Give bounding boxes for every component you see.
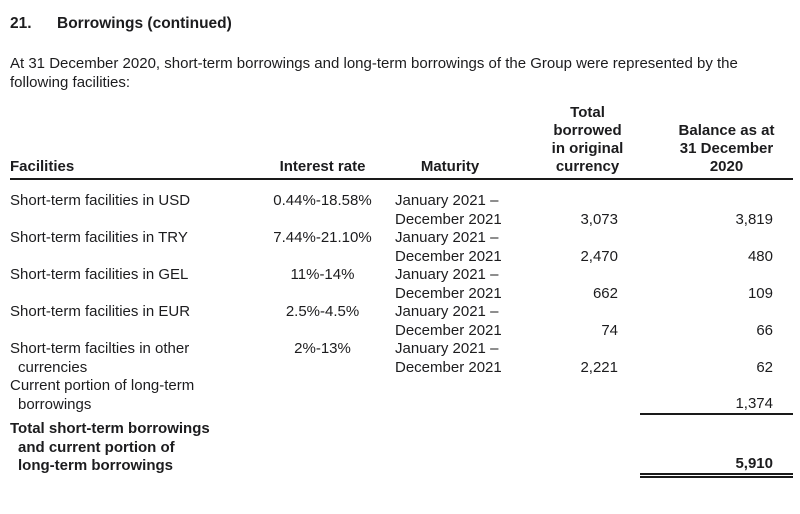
cell-empty bbox=[270, 414, 375, 476]
total-borrowed-value: 74 bbox=[601, 321, 618, 339]
total-label: Total short-term borrowings and current … bbox=[10, 420, 210, 474]
row-short-term-try: Short-term facilities in TRY 7.44%-21.10… bbox=[10, 229, 793, 266]
interest-rate: 11%-14% bbox=[290, 266, 355, 283]
facility-name: Short-term facilities in GEL bbox=[10, 266, 189, 283]
cell-empty bbox=[270, 377, 375, 414]
interest-rate: 2.5%-4.5% bbox=[285, 303, 360, 320]
row-current-portion-long-term: Current portion of long-term borrowings … bbox=[10, 377, 793, 415]
row-short-term-eur: Short-term facilities in EUR 2.5%-4.5% J… bbox=[10, 303, 793, 340]
facility-name: Short-term facilities in TRY bbox=[10, 229, 188, 246]
table-header-row: Facilities Interest rate Maturity Total … bbox=[10, 104, 793, 180]
col-header-facilities: Facilities bbox=[10, 104, 270, 180]
row-total: Total short-term borrowings and current … bbox=[10, 414, 793, 478]
section-heading: 21. Borrowings (continued) bbox=[10, 14, 793, 33]
interest-rate: 0.44%-18.58% bbox=[273, 192, 372, 209]
balance-value: 62 bbox=[756, 358, 773, 376]
row-short-term-other: Short-term facilties in other currencies… bbox=[10, 340, 793, 377]
balance-value: 1,374 bbox=[640, 377, 793, 415]
cell-empty bbox=[505, 414, 640, 476]
total-borrowed-value: 2,221 bbox=[580, 358, 618, 376]
borrowings-table: Facilities Interest rate Maturity Total … bbox=[10, 104, 793, 478]
balance-value: 3,819 bbox=[735, 210, 773, 228]
maturity: January 2021 – December 2021 bbox=[395, 266, 502, 302]
total-borrowed-value: 3,073 bbox=[580, 210, 618, 228]
maturity: January 2021 – December 2021 bbox=[395, 303, 502, 339]
intro-paragraph: At 31 December 2020, short-term borrowin… bbox=[10, 54, 793, 92]
row-short-term-usd: Short-term facilities in USD 0.44%-18.58… bbox=[10, 179, 793, 229]
balance-value: 109 bbox=[747, 284, 773, 302]
balance-value: 480 bbox=[747, 247, 773, 265]
facility-name: Current portion of long-term borrowings bbox=[10, 377, 195, 413]
total-borrowed-value: 2,470 bbox=[580, 247, 618, 265]
total-borrowed-value: 662 bbox=[592, 284, 618, 302]
facility-name: Short-term facilities in USD bbox=[10, 192, 191, 209]
section-number: 21. bbox=[10, 15, 32, 32]
interest-rate: 2%-13% bbox=[294, 340, 351, 357]
balance-value: 66 bbox=[756, 321, 773, 339]
facility-name: Short-term facilties in other currencies bbox=[10, 340, 190, 376]
cell-empty bbox=[375, 377, 505, 414]
intro-line: At 31 December 2020, short-term borrowin… bbox=[10, 55, 738, 72]
cell-empty bbox=[505, 377, 640, 414]
maturity: January 2021 – December 2021 bbox=[395, 340, 502, 376]
facility-name: Short-term facilities in EUR bbox=[10, 303, 191, 320]
col-header-interest-rate: Interest rate bbox=[270, 104, 375, 180]
maturity: January 2021 – December 2021 bbox=[395, 192, 502, 228]
intro-line: following facilities: bbox=[10, 74, 131, 91]
col-header-total-borrowed: Total borrowed in original currency bbox=[505, 104, 640, 180]
total-balance-value: 5,910 bbox=[640, 414, 793, 478]
cell-empty bbox=[375, 414, 505, 476]
col-header-balance: Balance as at 31 December 2020 bbox=[640, 104, 793, 180]
maturity: January 2021 – December 2021 bbox=[395, 229, 502, 265]
section-title: Borrowings (continued) bbox=[57, 15, 232, 32]
row-short-term-gel: Short-term facilities in GEL 11%-14% Jan… bbox=[10, 266, 793, 303]
col-header-maturity: Maturity bbox=[375, 104, 505, 180]
interest-rate: 7.44%-21.10% bbox=[273, 229, 372, 246]
